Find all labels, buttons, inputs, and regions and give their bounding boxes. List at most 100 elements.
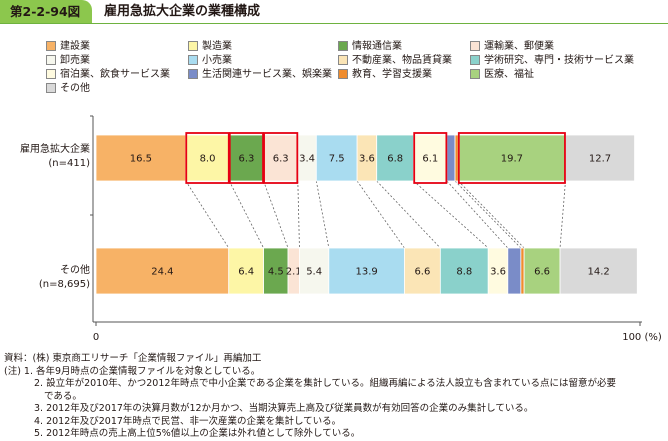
data-label: 3.6 — [490, 267, 506, 278]
data-label: 12.7 — [589, 154, 611, 165]
legend-item: 生活関連サービス業、娯楽業 — [188, 68, 332, 82]
legend-swatch — [338, 69, 348, 79]
legend-swatch — [46, 41, 56, 51]
data-label: 6.1 — [422, 154, 438, 165]
header-rule — [0, 23, 668, 24]
x-tick-label: 100 (%) — [622, 332, 662, 343]
data-label: 19.7 — [501, 154, 523, 165]
data-label: 4.5 — [268, 267, 284, 278]
legend-label: 教育、学習支援業 — [352, 69, 432, 80]
bar-segment — [315, 134, 358, 182]
footnote-line: 2. 設立年が2010年、かつ2012年時点で中小企業である企業を集計している。… — [34, 378, 616, 389]
data-label: 14.2 — [588, 267, 610, 278]
legend-label: その他 — [60, 83, 90, 94]
footnote-line: 5. 2012年時点の売上高上位5%値以上の企業は外れ値として除外している。 — [34, 428, 361, 439]
bar-segment — [95, 247, 230, 295]
connector-line — [228, 180, 264, 249]
data-label: 6.3 — [273, 154, 289, 165]
legend-label: 生活関連サービス業、娯楽業 — [202, 69, 332, 80]
legend-swatch — [46, 55, 56, 65]
connector-line — [458, 180, 525, 249]
data-label: 16.5 — [130, 154, 152, 165]
bar-segment — [520, 247, 525, 295]
legend-swatch — [338, 55, 348, 65]
legend-label: 情報通信業 — [352, 41, 402, 52]
bar-segment — [559, 247, 638, 295]
legend-label: 建設業 — [60, 41, 90, 52]
legend-swatch — [46, 69, 56, 79]
category-label-0: 雇用急拡大企業 (n=411) — [2, 143, 90, 171]
category-label-1-line1: その他 — [60, 265, 90, 276]
data-label: 7.5 — [329, 154, 345, 165]
bar-segment — [454, 134, 459, 182]
legend-label: 小売業 — [202, 55, 232, 66]
legend-label: 医療、福祉 — [484, 69, 534, 80]
highlight-box — [263, 132, 299, 184]
legend-swatch — [470, 41, 480, 51]
highlight-box — [228, 132, 264, 184]
data-label: 13.9 — [356, 267, 378, 278]
data-label: 6.6 — [534, 267, 550, 278]
legend-item: 運輸業、郵便業 — [470, 40, 554, 54]
legend-item: 不動産業、物品賃貸業 — [338, 54, 452, 68]
data-label: 3.4 — [299, 154, 315, 165]
highlight-box — [185, 132, 230, 184]
highlight-box — [457, 132, 566, 184]
legend-swatch — [470, 55, 480, 65]
data-label: 8.0 — [200, 154, 216, 165]
connector-line — [315, 180, 330, 249]
legend-label: 宿泊業、飲食サービス業 — [60, 69, 170, 80]
legend-item: 製造業 — [188, 40, 232, 54]
data-label: 6.6 — [414, 267, 430, 278]
x-tick-label: 0 — [93, 332, 99, 343]
legend-label: 卸売業 — [60, 55, 90, 66]
footnote-line: である。 — [44, 390, 82, 402]
bar-segment — [457, 134, 566, 182]
data-label: 5.4 — [306, 267, 322, 278]
legend-item: 建設業 — [46, 40, 90, 54]
legend-item: その他 — [46, 82, 90, 96]
data-label: 6.8 — [387, 154, 403, 165]
data-label: 24.4 — [151, 267, 173, 278]
bar-segment — [413, 134, 448, 182]
legend-item: 宿泊業、飲食サービス業 — [46, 68, 170, 82]
legend-label: 運輸業、郵便業 — [484, 41, 554, 52]
bar-segment — [446, 134, 456, 182]
bar-segment — [439, 247, 489, 295]
legend-swatch — [188, 41, 198, 51]
bar-segment — [328, 247, 405, 295]
bar-segment — [507, 247, 522, 295]
legend-swatch — [188, 69, 198, 79]
data-label: 8.8 — [456, 267, 472, 278]
figure-header: 第2-2-94図 雇用急拡大企業の業種構成 — [0, 0, 668, 24]
highlight-box — [413, 132, 448, 184]
connector-line — [413, 180, 489, 249]
bar-segment — [263, 247, 289, 295]
footnote-line: 4. 2012年及び2017年時点で民営、非一次産業の企業を集計している。 — [34, 415, 342, 427]
bar-segment — [376, 134, 415, 182]
category-label-0-line1: 雇用急拡大企業 — [20, 144, 90, 155]
connector-line — [376, 180, 441, 249]
connector-line — [263, 180, 289, 249]
data-label: 2.1 — [286, 267, 302, 278]
figure-number: 第2-2-94図 — [0, 0, 92, 24]
footnote-line: 資料：(株) 東京商工リサーチ「企業情報ファイル」再編加工 — [4, 353, 262, 364]
footnote-line: (注) 1. 各年9月時点の企業情報ファイルを対象としている。 — [4, 365, 261, 377]
connector-line — [446, 180, 509, 249]
connector-line — [559, 180, 566, 249]
connector-line — [454, 180, 522, 249]
legend-swatch — [338, 41, 348, 51]
legend-item: 学術研究、専門・技術サービス業 — [470, 54, 634, 68]
legend-item: 卸売業 — [46, 54, 90, 68]
bar-segment — [185, 134, 230, 182]
connector-line — [297, 180, 300, 249]
category-label-0-line2: (n=411) — [48, 158, 90, 169]
legend-item: 教育、学習支援業 — [338, 68, 432, 82]
legend-item: 医療、福祉 — [470, 68, 534, 82]
figure-title: 雇用急拡大企業の業種構成 — [104, 4, 261, 19]
connector-line — [356, 180, 405, 249]
legend-swatch — [470, 69, 480, 79]
legend-label: 学術研究、専門・技術サービス業 — [484, 55, 634, 66]
legend-item: 小売業 — [188, 54, 232, 68]
